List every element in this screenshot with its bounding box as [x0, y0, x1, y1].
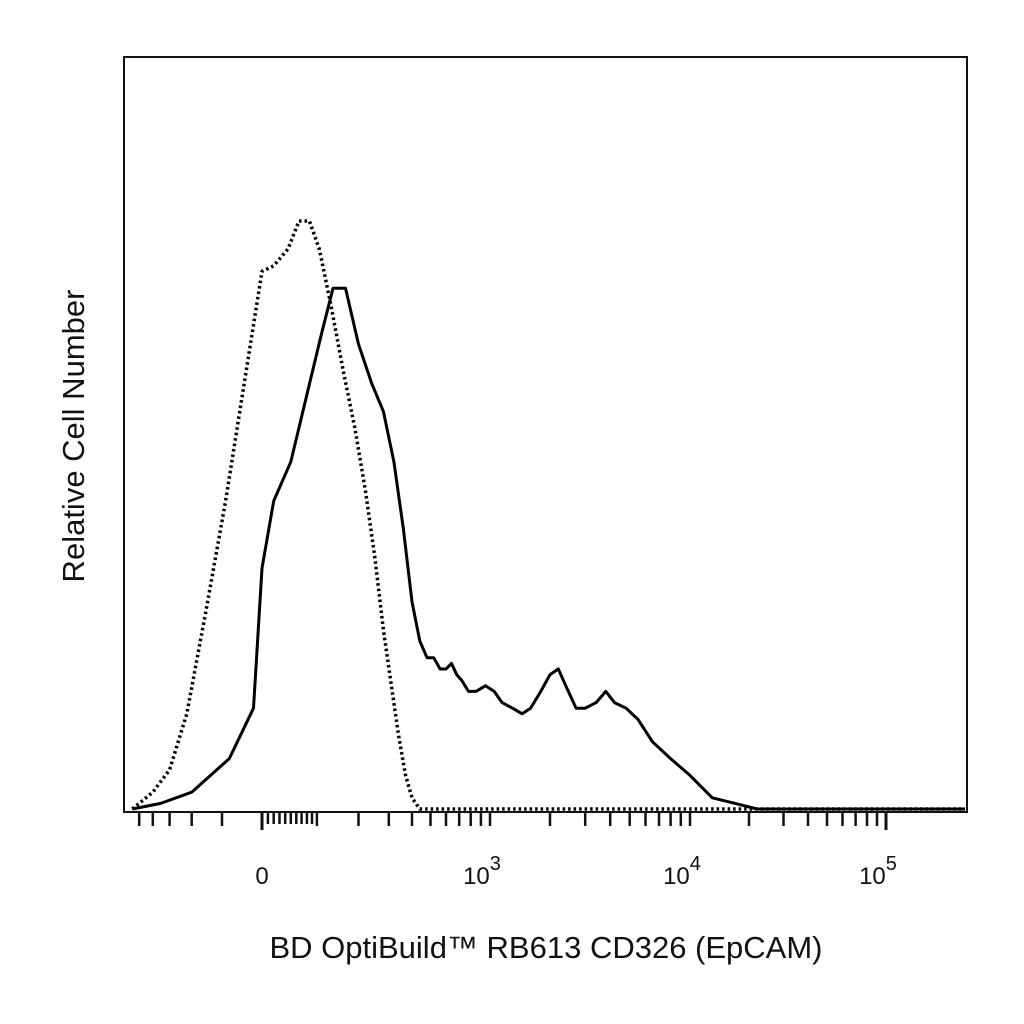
stained-histogram-solid [132, 286, 965, 811]
plot-area [123, 56, 968, 813]
plot-frame [123, 56, 968, 813]
series-layer [131, 219, 965, 811]
x-axis-minor-ticks [137, 812, 888, 830]
control-histogram-dotted [131, 219, 965, 811]
y-axis-label: Relative Cell Number [56, 290, 91, 583]
x-tick-label: 0 [255, 863, 268, 890]
x-tick-label: 103 [463, 853, 501, 890]
x-tick-label: 105 [859, 853, 897, 890]
x-tick-label: 104 [663, 853, 701, 890]
x-axis-label: BD OptiBuild™ RB613 CD326 (EpCAM) [269, 930, 822, 965]
x-axis-tick-labels: 0 103 104 105 [255, 853, 897, 890]
